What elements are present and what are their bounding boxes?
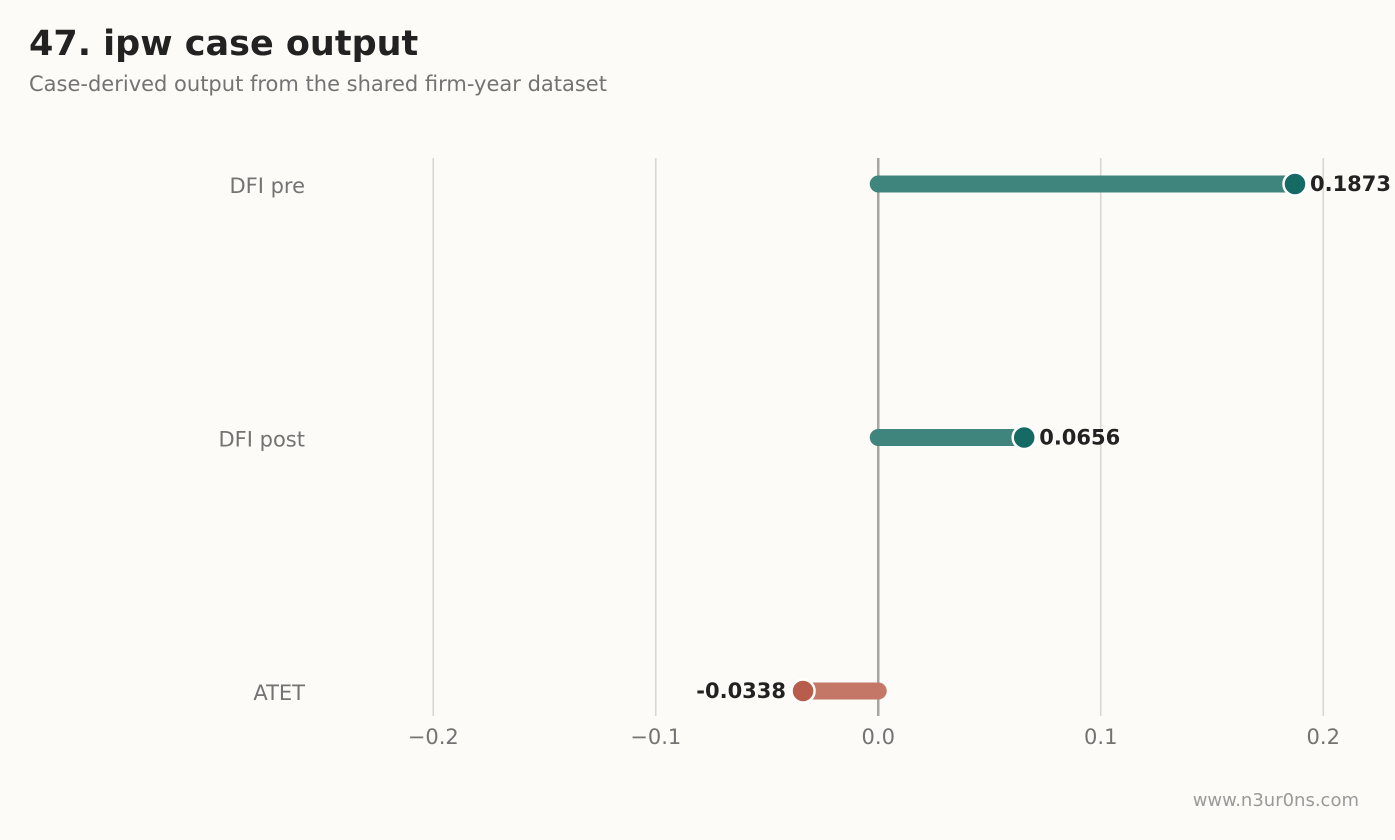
category-label: DFI pre [229,174,305,198]
page-title: 47. ipw case output [29,24,419,64]
data-label: -0.0338 [696,679,786,703]
bar-layer [790,171,1308,704]
x-tick-label: 0.0 [862,725,895,749]
x-tick-label: −0.1 [630,725,681,749]
category-label: DFI post [219,428,305,452]
x-tick-label: 0.1 [1084,725,1117,749]
page-subtitle: Case-derived output from the shared firm… [29,72,607,96]
data-label: 0.0656 [1039,426,1120,450]
category-label: ATET [253,681,305,705]
bar-endpoint-dot [1282,171,1308,197]
data-label: 0.1873 [1310,172,1391,196]
x-tick-label: 0.2 [1307,725,1340,749]
watermark: www.n3ur0ns.com [1192,790,1359,811]
x-tick-label: −0.2 [408,725,459,749]
bar-endpoint-dot [1011,424,1037,451]
label-layer: −0.2 −0.1 0.0 0.1 0.2 0.1873 DFI pre 0.0656 DFI … [219,172,1392,749]
bar-endpoint-dot [790,678,816,704]
